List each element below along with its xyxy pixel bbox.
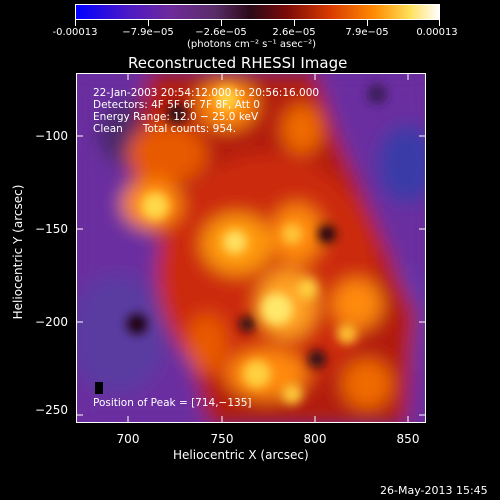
time-range-annotation: 22-Jan-2003 20:54:12.000 to 20:56:16.000: [93, 87, 320, 99]
x-tick-label: 850: [396, 432, 420, 446]
image-title: Reconstructed RHESSI Image: [128, 54, 348, 72]
y-tick-label: −100: [35, 129, 68, 143]
rhessi-image-panel: 22-Jan-2003 20:54:12.000 to 20:56:16.000…: [76, 73, 426, 423]
y-tick-label: −250: [35, 403, 68, 417]
x-axis-label: Heliocentric X (arcsec): [173, 448, 309, 462]
colorbar-tick: [221, 20, 222, 26]
colorbar-tick: [148, 20, 149, 26]
peak-marker: [95, 382, 103, 394]
x-tick-label: 700: [116, 432, 140, 446]
colorbar-tick-label: −2.6e−05: [195, 27, 247, 38]
energy-annotation: Energy Range: 12.0 − 25.0 keV: [93, 111, 259, 123]
colorbar-tick: [294, 20, 295, 26]
x-tick-label: 800: [303, 432, 327, 446]
peak-position-annotation: Position of Peak = [714,−135]: [93, 397, 252, 409]
colorbar-tick-label: -0.00013: [52, 27, 98, 38]
colorbar-tick: [367, 20, 368, 26]
rhessi-image: [77, 74, 425, 422]
creation-timestamp: 26-May-2013 15:45: [380, 484, 488, 497]
detectors-annotation: Detectors: 4F 5F 6F 7F 8F, Att 0: [93, 99, 260, 111]
y-tick-label: −200: [35, 315, 68, 329]
colorbar: [75, 4, 440, 20]
colorbar-tick-label: −7.9e−05: [122, 27, 174, 38]
counts-annotation: Clean Total counts: 954.: [93, 123, 237, 135]
colorbar-tick-label: 7.9e−05: [345, 27, 389, 38]
colorbar-tick-label: 2.6e−05: [272, 27, 316, 38]
y-tick-label: −150: [35, 222, 68, 236]
x-tick-label: 750: [210, 432, 234, 446]
y-axis-label: Heliocentric Y (arcsec): [11, 184, 25, 320]
colorbar-tick-label: 0.00013: [416, 27, 458, 38]
colorbar-units: (photons cm⁻² s⁻¹ asec⁻²): [187, 39, 317, 50]
colorbar-tick: [75, 20, 76, 26]
colorbar-tick: [439, 20, 440, 26]
